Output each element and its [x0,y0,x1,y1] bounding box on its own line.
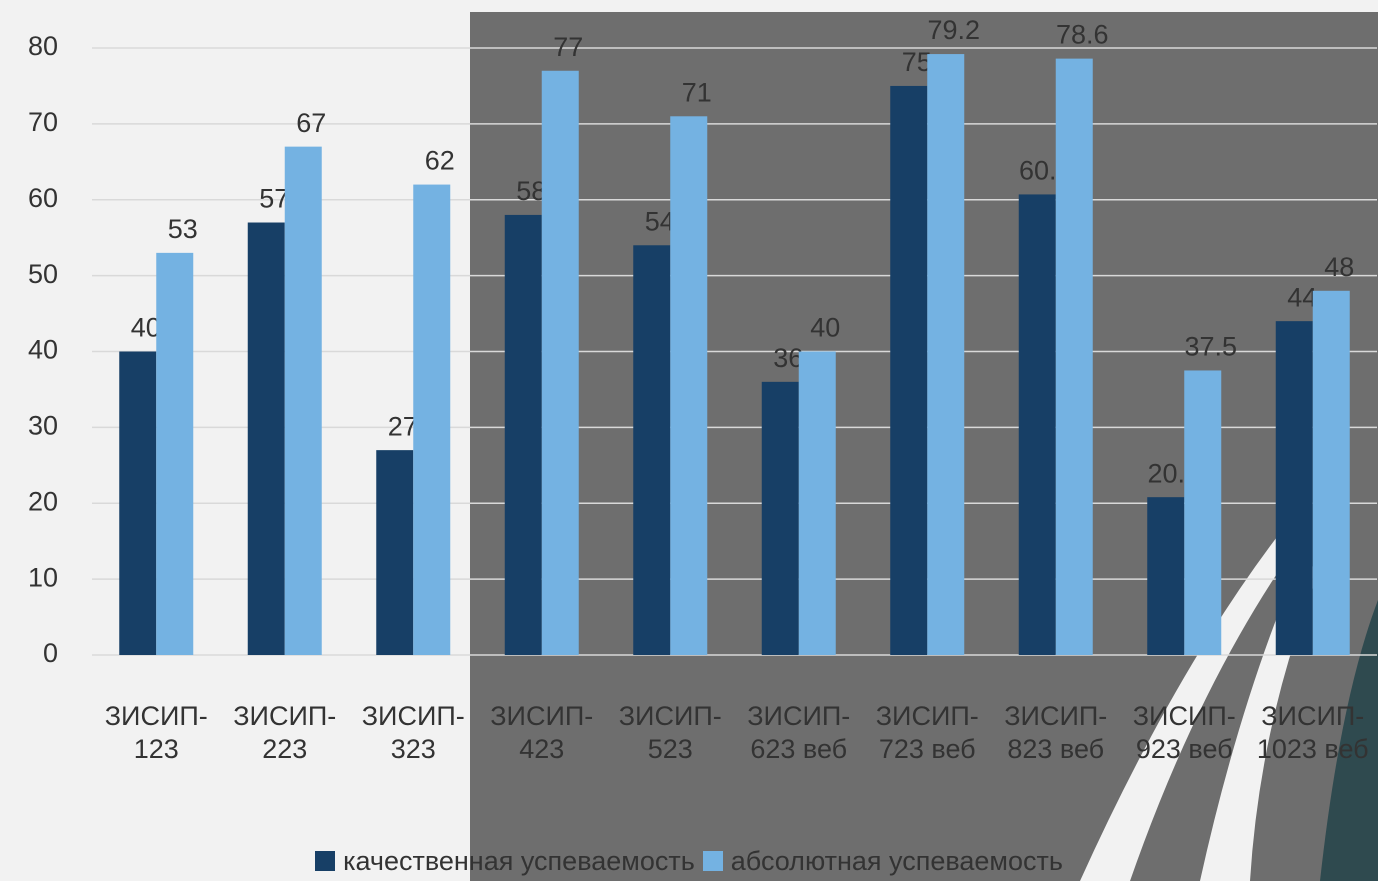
value-label: 58 [516,176,546,206]
value-label: 77 [553,32,583,62]
bar [1275,321,1313,655]
x-tick-label: ЗИСИП-223 [233,701,337,764]
value-label: 67 [296,108,326,138]
legend-label: абсолютная успеваемость [730,846,1063,876]
decor [1320,600,1378,881]
y-tick-label: 20 [28,486,58,516]
value-label: 37.5 [1184,332,1237,362]
y-tick-label: 40 [28,335,58,365]
x-tick-label: ЗИСИП-823 веб [1004,701,1108,764]
value-label: 40 [810,313,840,343]
y-tick-label: 10 [28,562,58,592]
y-tick-label: 30 [28,411,58,441]
x-tick-label: ЗИСИП-623 веб [747,701,851,764]
value-label: 48 [1324,252,1354,282]
legend-item: качественная успеваемость [315,846,695,877]
y-tick-label: 70 [28,107,58,137]
bar [1184,370,1222,655]
bar [413,184,451,655]
bar [798,351,836,655]
y-tick-label: 0 [43,638,58,668]
bar [1147,497,1185,655]
bar [670,116,708,656]
x-tick-label: ЗИСИП-423 [490,701,594,764]
x-tick-label: ЗИСИП-123 [104,701,208,764]
legend-item: абсолютная успеваемость [702,846,1063,877]
bar [504,214,542,656]
x-tick-label: ЗИСИП-723 веб [875,701,979,764]
value-label: 36 [773,343,803,373]
legend-swatch [702,851,723,871]
x-tick-label: ЗИСИП-323 [361,701,465,764]
value-label: 44 [1287,282,1317,312]
decor [1080,520,1300,881]
bar [247,222,285,655]
value-label: 54 [645,206,675,236]
x-tick-label: ЗИСИП-923 веб [1132,701,1236,764]
value-label: 79.2 [927,15,980,45]
bar [633,245,671,655]
x-tick-label: ЗИСИП-523 [618,701,722,764]
bar [927,54,965,655]
bar [1018,194,1056,655]
value-label: 27 [388,411,418,441]
value-label: 78.6 [1056,20,1109,50]
bar [376,450,414,655]
y-tick-label: 60 [28,183,58,213]
value-label: 57 [259,184,289,214]
bar [156,252,194,656]
value-label: 62 [425,146,455,176]
value-label: 53 [168,214,198,244]
y-tick-label: 80 [28,31,58,61]
legend: качественная успеваемость абсолютная успе… [0,846,1378,877]
legend-swatch [315,851,336,871]
bar [890,85,928,655]
legend-label: качественная успеваемость [343,846,695,876]
bar [1055,58,1093,656]
bar [119,351,157,655]
y-tick-label: 50 [28,259,58,289]
bar [284,146,322,655]
bar [761,381,799,655]
value-label: 71 [682,77,712,107]
bar [1312,290,1350,655]
value-label: 40 [131,313,161,343]
bar [541,70,579,655]
value-label: 75 [902,47,932,77]
x-tick-label: ЗИСИП-1023 веб [1256,701,1369,764]
